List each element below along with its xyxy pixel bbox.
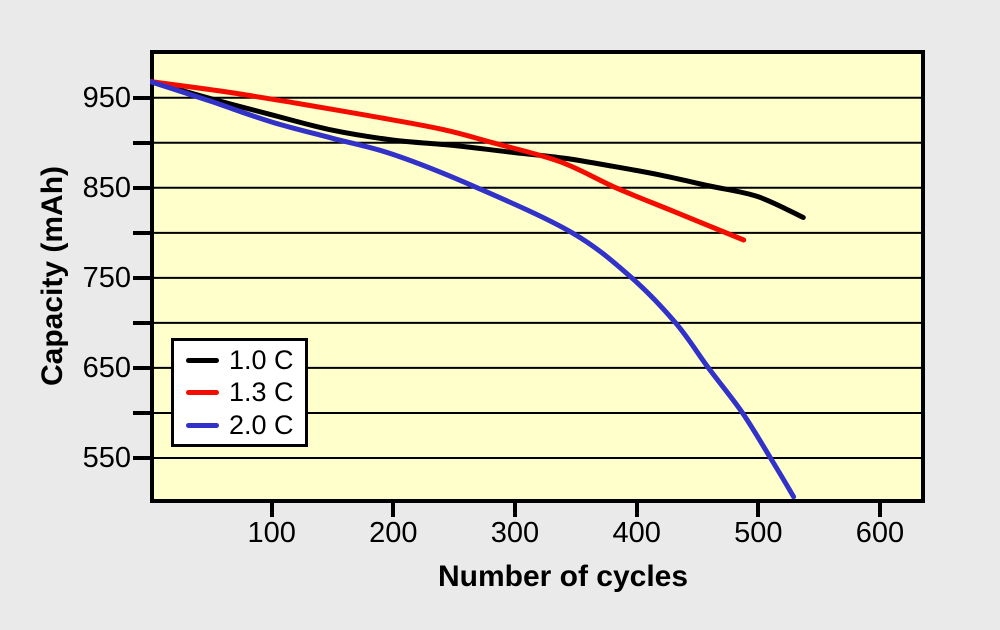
x-tick-label-600: 600 — [855, 517, 905, 549]
y-tick-650 — [133, 365, 150, 370]
legend-item-1.3-c: 1.3 C — [174, 379, 305, 406]
y-tick-label-750: 750 — [82, 261, 131, 294]
x-tick-300 — [512, 503, 517, 517]
y-tick-label-950: 950 — [82, 81, 131, 114]
x-tick-500 — [756, 503, 761, 517]
y-tick-550 — [133, 455, 150, 460]
x-tick-label-100: 100 — [247, 517, 296, 549]
legend-swatch-icon — [186, 422, 219, 428]
y-tick-label-550: 550 — [82, 441, 131, 474]
x-tick-label-200: 200 — [369, 517, 418, 549]
x-tick-200 — [391, 503, 396, 517]
legend-swatch-icon — [186, 357, 219, 363]
x-tick-label-400: 400 — [612, 517, 661, 549]
x-tick-label-500: 500 — [734, 517, 783, 549]
series-line-1.3-c — [150, 79, 747, 243]
y-tick-750 — [133, 275, 150, 280]
series-line-2.0-c — [150, 79, 797, 500]
legend-label: 1.0 C — [229, 344, 294, 375]
x-axis-label-text: Number of cycles — [437, 560, 689, 593]
plot-area: 1.0 C 1.3 C 2.0 C — [150, 50, 925, 503]
x-tick-100 — [269, 503, 274, 517]
x-tick-400 — [634, 503, 639, 517]
y-tick-850 — [133, 185, 150, 190]
legend-item-1.0-c: 1.0 C — [174, 344, 305, 375]
y-tick-label-650: 650 — [82, 351, 131, 384]
legend-item-2.0-c: 2.0 C — [174, 409, 305, 440]
x-tick-600 — [877, 503, 882, 517]
y-tick-label-850: 850 — [82, 171, 131, 204]
legend-label: 1.3 C — [229, 377, 294, 407]
legend-swatch-icon — [186, 390, 219, 395]
y-tick-800 — [133, 230, 150, 235]
y-tick-900 — [133, 140, 150, 145]
legend-label: 2.0 C — [229, 409, 294, 440]
legend-box: 1.0 C 1.3 C 2.0 C — [171, 338, 308, 447]
y-tick-950 — [133, 95, 150, 100]
y-tick-600 — [133, 410, 150, 415]
y-tick-700 — [133, 320, 150, 325]
x-tick-label-300: 300 — [490, 517, 540, 549]
y-axis-label-text: Capacity (mAh) — [36, 165, 69, 387]
series-line-1.0-c — [150, 79, 806, 220]
